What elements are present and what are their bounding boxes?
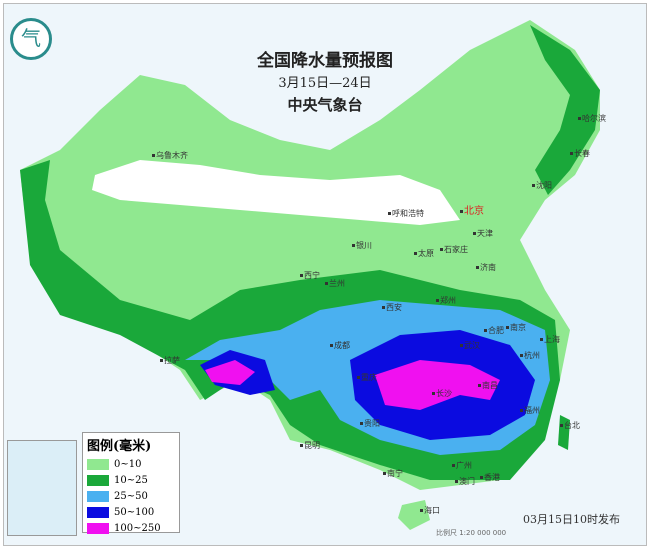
issuer: 中央气象台 bbox=[287, 96, 363, 114]
date-range: 3月15日—24日 bbox=[278, 76, 372, 91]
scale-bar-text: 比例尺 1:20 000 000 bbox=[436, 529, 507, 537]
city-label: 南昌 bbox=[478, 380, 498, 391]
legend-item: 10~25 bbox=[87, 472, 175, 488]
city-label: 呼和浩特 bbox=[388, 208, 424, 219]
city-label: 杭州 bbox=[520, 350, 540, 361]
legend-label: 25~50 bbox=[114, 490, 148, 502]
legend-label: 100~250 bbox=[114, 522, 161, 534]
city-label: 南宁 bbox=[383, 468, 403, 479]
region-none bbox=[92, 160, 460, 225]
city-label: 太原 bbox=[414, 248, 434, 259]
region-50-100 bbox=[200, 330, 535, 440]
legend-item: 50~100 bbox=[87, 504, 175, 520]
city-label: 济南 bbox=[476, 262, 496, 273]
legend-title: 图例(毫米) bbox=[87, 439, 152, 454]
cma-logo: 气 bbox=[10, 18, 52, 60]
legend-swatch bbox=[87, 490, 109, 502]
city-label: 西安 bbox=[382, 302, 402, 313]
legend-swatch bbox=[87, 458, 109, 470]
city-label: 广州 bbox=[452, 460, 472, 471]
city-label: 海口 bbox=[420, 505, 440, 516]
city-label: 天津 bbox=[473, 228, 493, 239]
legend-item: 25~50 bbox=[87, 488, 175, 504]
city-label: 拉萨 bbox=[160, 355, 180, 366]
region-10-25-north bbox=[530, 25, 600, 195]
city-label: 台北 bbox=[560, 420, 580, 431]
city-label: 重庆 bbox=[357, 372, 377, 383]
legend-swatch bbox=[87, 522, 109, 534]
city-label: 西宁 bbox=[300, 270, 320, 281]
publish-time: 03月15日10时发布 bbox=[523, 513, 620, 526]
city-label: 澳门 bbox=[455, 476, 475, 487]
city-label: 南京 bbox=[506, 322, 526, 333]
city-label-capital: 北京 bbox=[460, 202, 484, 217]
legend-item: 0~10 bbox=[87, 456, 175, 472]
city-label: 沈阳 bbox=[532, 180, 552, 191]
city-label: 郑州 bbox=[436, 295, 456, 306]
city-label: 哈尔滨 bbox=[578, 113, 606, 124]
city-label: 长沙 bbox=[432, 388, 452, 399]
map-title: 全国降水量预报图 bbox=[257, 51, 393, 71]
legend-item: 100~250 bbox=[87, 520, 175, 536]
city-label: 贵阳 bbox=[360, 418, 380, 429]
city-label: 成都 bbox=[330, 340, 350, 351]
city-label: 兰州 bbox=[325, 278, 345, 289]
city-label: 银川 bbox=[352, 240, 372, 251]
city-label: 石家庄 bbox=[440, 244, 468, 255]
city-label: 昆明 bbox=[300, 440, 320, 451]
city-label: 武汉 bbox=[460, 340, 480, 351]
region-100-250 bbox=[205, 360, 500, 410]
legend-label: 10~25 bbox=[114, 474, 148, 486]
city-label: 长春 bbox=[570, 148, 590, 159]
legend-swatch bbox=[87, 474, 109, 486]
city-label: 香港 bbox=[480, 472, 500, 483]
legend-label: 50~100 bbox=[114, 506, 155, 518]
city-label: 乌鲁木齐 bbox=[152, 150, 188, 161]
city-label: 福州 bbox=[520, 405, 540, 416]
legend-label: 0~10 bbox=[114, 458, 142, 470]
legend: 图例(毫米) 0~10 10~25 25~50 50~100 100~250 bbox=[82, 432, 180, 536]
city-label: 上海 bbox=[540, 334, 560, 345]
city-label: 合肥 bbox=[484, 325, 504, 336]
legend-swatch bbox=[87, 506, 109, 518]
south-china-sea-inset bbox=[7, 440, 77, 536]
